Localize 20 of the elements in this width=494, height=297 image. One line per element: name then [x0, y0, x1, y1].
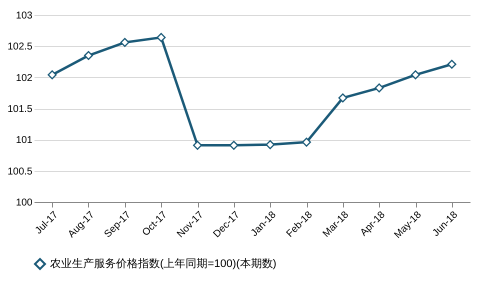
point [338, 93, 348, 102]
point [192, 140, 202, 150]
y-tick-label: 101 [16, 135, 33, 146]
point [48, 70, 57, 80]
point [229, 140, 238, 150]
y-tick-label: 100 [16, 198, 33, 208]
y-tick-label: 103 [16, 10, 33, 22]
point [156, 32, 166, 42]
point [120, 38, 130, 47]
legend-label: 农业生产服务价格指数(上年同期=100)(本期数) [50, 257, 276, 270]
point [84, 50, 94, 60]
point [302, 138, 312, 147]
y-tick-label: 100.5 [7, 166, 33, 178]
point [410, 70, 420, 80]
point [266, 140, 275, 150]
point [447, 60, 456, 69]
y-tick-label: 101.5 [7, 104, 33, 115]
y-tick-label: 102 [16, 72, 33, 84]
point [374, 83, 384, 92]
y-tick-label: 102.5 [7, 42, 33, 53]
